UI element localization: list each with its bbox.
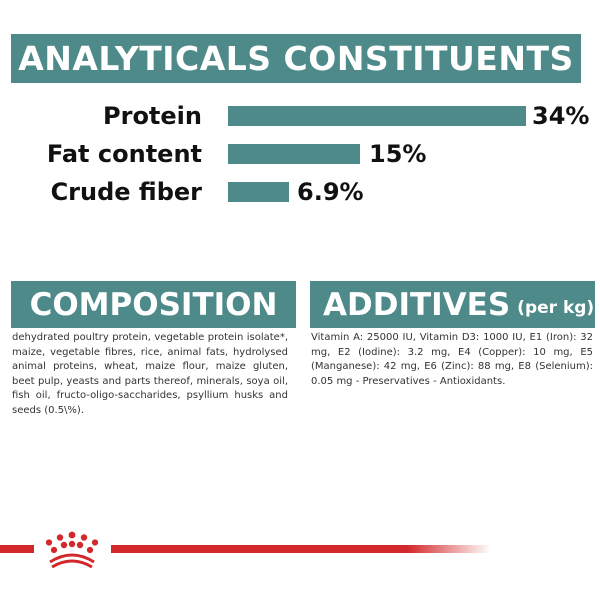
constituent-label: Fat content — [46, 140, 202, 168]
composition-text: dehydrated poultry protein, vegetable pr… — [12, 332, 288, 416]
constituent-row-fiber: Crude fiber 6.9% — [0, 176, 600, 208]
additives-header: ADDITIVES (per kg) — [310, 281, 595, 328]
additives-text: Vitamin A: 25000 IU, Vitamin D3: 1000 IU… — [311, 332, 593, 387]
composition-title: COMPOSITION — [29, 286, 278, 323]
constituent-row-fat: Fat content 15% — [0, 138, 600, 170]
constituent-value: 6.9% — [297, 178, 364, 206]
constituent-label: Crude fiber — [50, 178, 202, 206]
brand-line-left — [0, 545, 34, 553]
composition-header: COMPOSITION — [11, 281, 296, 328]
constituent-row-protein: Protein 34% — [0, 100, 600, 132]
constituent-value: 34% — [532, 102, 590, 130]
constituent-bar — [228, 144, 360, 164]
constituent-bar — [228, 182, 289, 202]
analytics-header: ANALYTICALS CONSTITUENTS — [11, 34, 581, 83]
constituent-value: 15% — [369, 140, 427, 168]
brand-line-right — [111, 545, 491, 553]
additives-title-suffix: (per kg) — [517, 297, 595, 318]
constituent-label: Protein — [103, 102, 202, 130]
royal-canin-crown-icon — [45, 531, 99, 569]
additives-title: ADDITIVES — [323, 286, 511, 323]
constituent-bar — [228, 106, 526, 126]
analytics-title: ANALYTICALS CONSTITUENTS — [18, 39, 574, 78]
